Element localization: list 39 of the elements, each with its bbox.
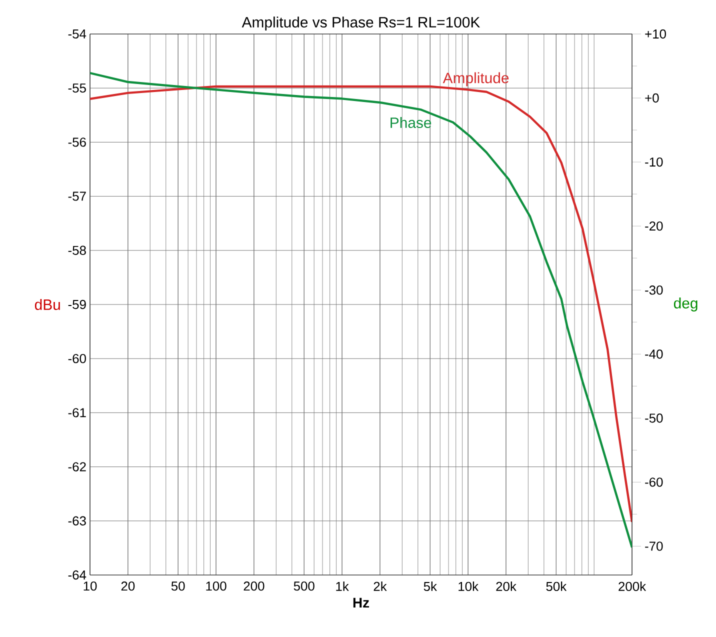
y2-tick-label: -30 [645, 286, 663, 295]
x-tick-label: 100 [206, 582, 226, 591]
x-tick-label: 20k [496, 582, 516, 592]
y-tick-label: -62 [68, 462, 86, 472]
y-axis-title: dBu [34, 299, 60, 310]
y-tick-label: -60 [68, 354, 86, 364]
y2-tick-label: -20 [645, 221, 663, 231]
y-tick-label: -63 [68, 516, 86, 526]
x-tick-label: 20 [121, 582, 135, 591]
series-label: Amplitude [442, 72, 509, 86]
y-tick-label: -64 [68, 570, 86, 580]
y-tick-label: -55 [68, 84, 86, 93]
y2-tick-label: -50 [645, 414, 663, 423]
chart-title: Amplitude vs Phase Rs=1 RL=100K [242, 16, 480, 30]
y2-tick-label: -40 [645, 350, 663, 359]
x-tick-label: 1k [336, 582, 349, 591]
y-tick-label: -56 [68, 138, 86, 147]
x-tick-label: 10 [84, 582, 97, 591]
y2-tick-label: +0 [645, 93, 659, 103]
y2-tick-label: -10 [645, 157, 663, 167]
y-tick-label: -59 [68, 300, 86, 310]
x-tick-label: 500 [294, 582, 314, 591]
y-tick-label: -54 [68, 29, 86, 39]
x-axis-title: Hz [353, 598, 370, 608]
y2-axis-title: deg [674, 298, 698, 312]
y2-tick-label: +10 [645, 29, 666, 39]
y2-tick-label: -70 [645, 542, 663, 551]
y-tick-label: -57 [68, 192, 86, 201]
y2-tick-label: -60 [645, 478, 663, 487]
x-tick-label: 50k [546, 582, 567, 592]
x-tick-label: 50 [171, 582, 185, 591]
series-label: Phase [390, 117, 432, 128]
x-tick-label: 5k [424, 582, 437, 592]
x-tick-label: 200 [244, 582, 264, 591]
x-tick-label: 2k [374, 582, 387, 591]
y-tick-label: -58 [68, 246, 86, 255]
x-tick-label: 10k [458, 582, 479, 592]
y-tick-label: -61 [68, 408, 86, 418]
x-tick-label: 200k [618, 582, 646, 592]
